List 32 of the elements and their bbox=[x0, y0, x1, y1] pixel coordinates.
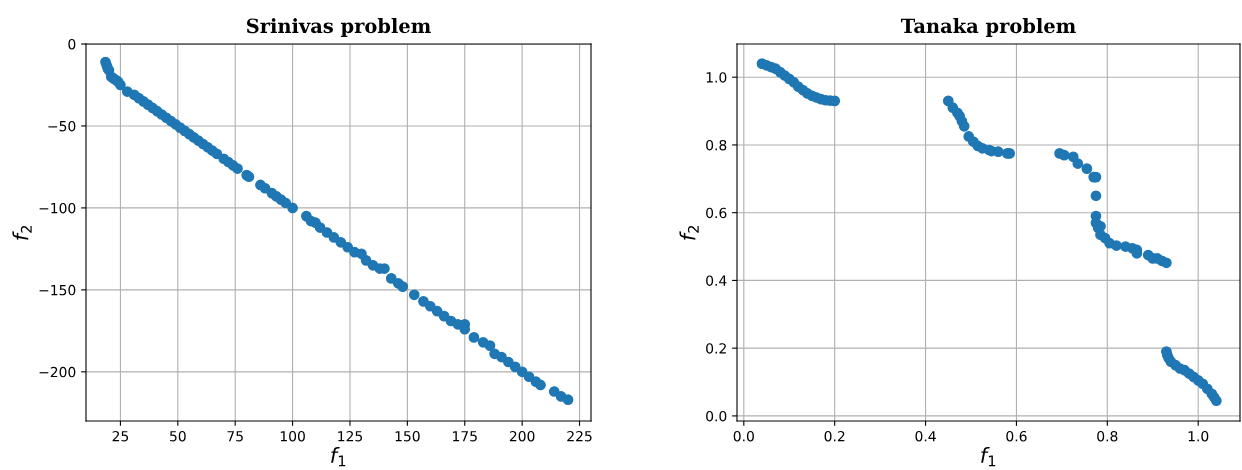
x-axis-title: f$_{1}$ bbox=[981, 446, 996, 467]
chart-title: Srinivas problem bbox=[247, 18, 431, 37]
y-tick-label: −100 bbox=[39, 202, 76, 214]
x-tick-label: 150 bbox=[395, 430, 420, 442]
x-tick-label: 0.6 bbox=[1006, 430, 1027, 442]
y-tick-label: −150 bbox=[39, 284, 76, 296]
y-tick-label: 0.0 bbox=[706, 410, 727, 422]
y-tick-label: 0.6 bbox=[706, 207, 727, 219]
y-axis-title: f$_{2}$ bbox=[679, 225, 699, 240]
x-tick-label: 50 bbox=[170, 430, 186, 442]
x-tick-label: 75 bbox=[227, 431, 243, 442]
y-tick-label: 0 bbox=[68, 38, 76, 50]
y-axis-title: f$_{2}$ bbox=[12, 225, 32, 240]
x-tick-label: 0.2 bbox=[824, 430, 845, 442]
x-tick-label: 225 bbox=[567, 430, 592, 442]
y-tick-label: 0.2 bbox=[706, 343, 726, 354]
x-tick-label: 200 bbox=[509, 430, 535, 442]
y-tick-label: 1.0 bbox=[706, 72, 727, 83]
x-tick-label: 25 bbox=[112, 430, 129, 442]
x-tick-label: 175 bbox=[453, 431, 477, 442]
y-tick-label: −50 bbox=[48, 120, 76, 132]
x-tick-label: 0.0 bbox=[733, 430, 754, 442]
x-tick-label: 125 bbox=[338, 430, 363, 442]
x-axis-title: f$_{1}$ bbox=[331, 446, 346, 467]
y-tick-label: 0.4 bbox=[706, 275, 727, 286]
y-tick-label: 0.8 bbox=[706, 139, 727, 151]
x-tick-label: 100 bbox=[280, 430, 305, 442]
x-tick-label: 0.8 bbox=[1097, 430, 1118, 442]
x-tick-label: 1.0 bbox=[1188, 430, 1209, 442]
chart-title: Tanaka problem bbox=[900, 18, 1076, 37]
y-tick-label: −200 bbox=[39, 366, 76, 378]
x-tick-label: 0.4 bbox=[915, 430, 936, 442]
